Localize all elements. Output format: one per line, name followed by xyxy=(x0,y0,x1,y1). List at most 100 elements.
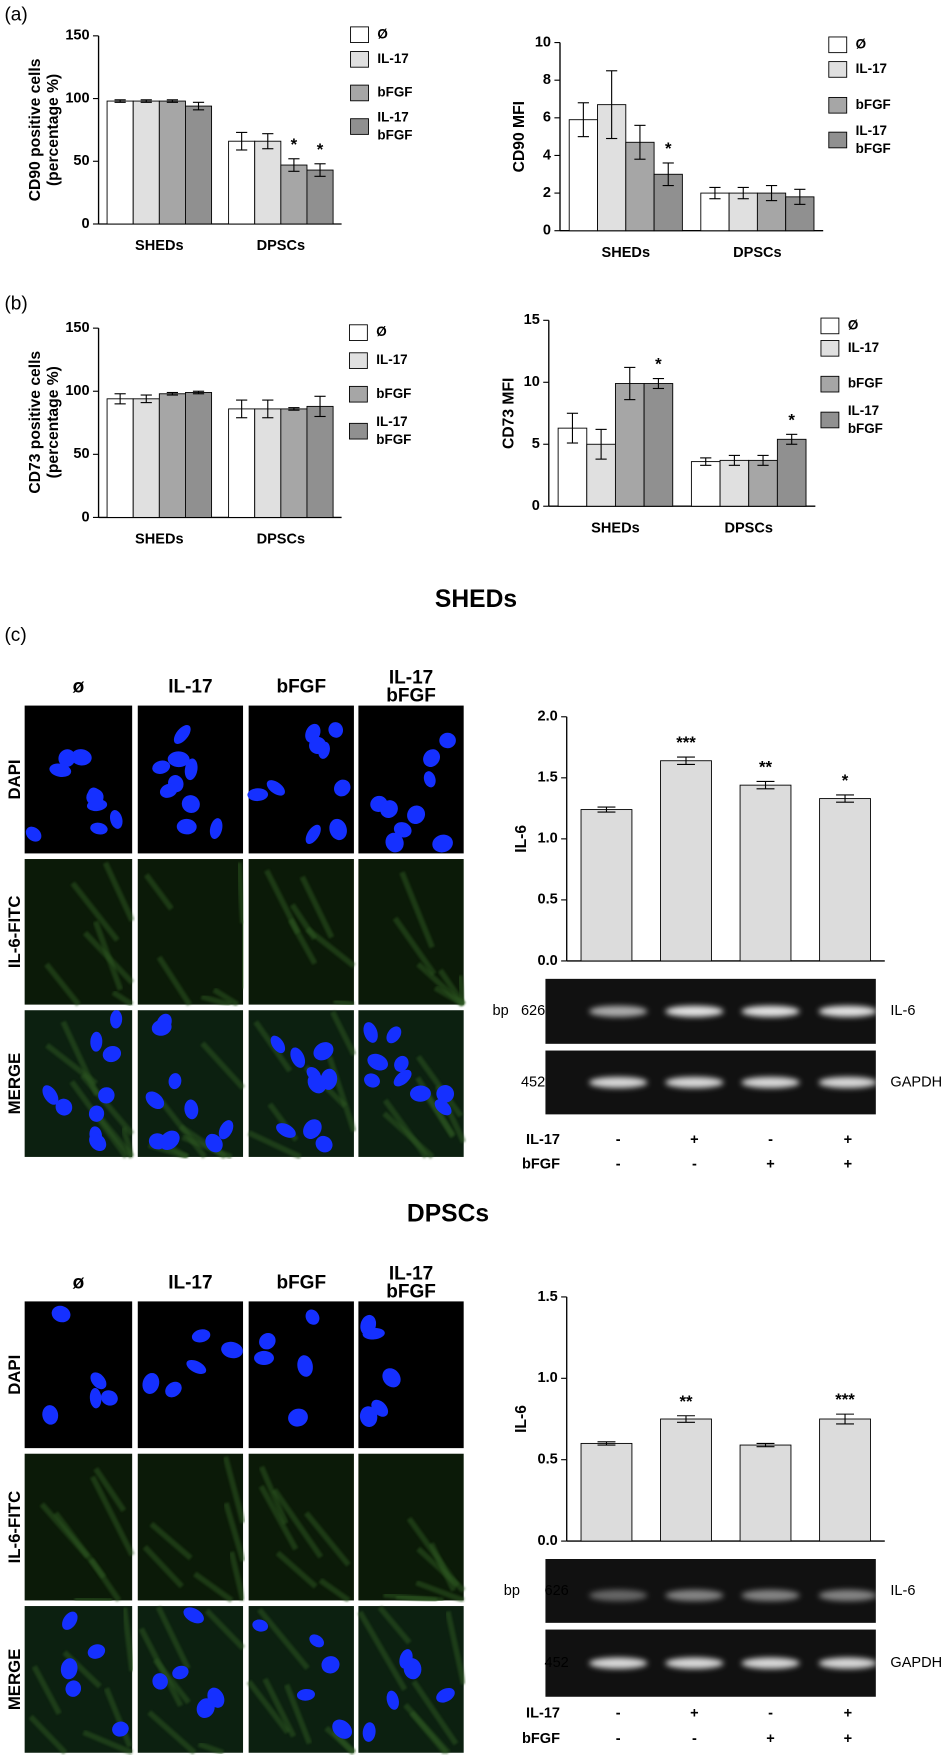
fiber xyxy=(181,1134,233,1160)
gel-band xyxy=(818,1005,877,1017)
nucleus xyxy=(363,1022,378,1043)
fiber xyxy=(103,1687,133,1748)
legend-swatch xyxy=(820,340,840,357)
nucleus xyxy=(315,1135,333,1153)
nucleus xyxy=(288,1408,308,1427)
bar xyxy=(254,408,282,518)
band-size: 626 xyxy=(544,1583,568,1599)
nucleus xyxy=(439,732,456,749)
legend-swatch xyxy=(828,61,848,78)
nucleus xyxy=(393,822,412,838)
nucleus xyxy=(386,1026,402,1044)
bar xyxy=(719,459,750,507)
condition-sign: + xyxy=(766,1731,775,1747)
micrograph xyxy=(358,1301,464,1449)
fiber xyxy=(155,1605,191,1670)
gel-band xyxy=(589,1005,648,1017)
fiber xyxy=(415,1054,464,1118)
nucleus xyxy=(209,818,223,839)
gel-band xyxy=(665,1589,724,1602)
fiber xyxy=(82,1729,134,1755)
fiber xyxy=(403,1703,451,1755)
condition-label: bFGF xyxy=(522,1731,560,1747)
legend-swatch xyxy=(820,375,840,393)
significance: * xyxy=(655,355,662,374)
legend-label: bFGF xyxy=(848,376,883,391)
bar xyxy=(158,100,186,225)
fiber xyxy=(262,1677,297,1738)
legend-label: Ø xyxy=(376,324,386,339)
y-axis-label: CD90 MFI xyxy=(511,101,528,172)
nucleus xyxy=(436,1687,455,1703)
fiber xyxy=(93,1467,127,1513)
nucleus xyxy=(87,787,104,809)
fiber xyxy=(433,985,466,1008)
fiber xyxy=(200,994,232,1008)
row-label: IL-6-FITC xyxy=(5,1491,24,1564)
y-tick-label: 5 xyxy=(532,436,540,452)
y-tick-label: 0.5 xyxy=(538,892,558,908)
bar xyxy=(748,459,778,507)
condition-sign: + xyxy=(690,1705,699,1721)
bar xyxy=(280,164,308,225)
x-tick-label: SHEDs xyxy=(602,245,651,261)
nucleus xyxy=(303,1119,322,1139)
fiber xyxy=(415,1580,465,1604)
nucleus xyxy=(58,749,76,767)
nucleus xyxy=(159,1130,180,1151)
fiber xyxy=(275,1550,318,1589)
legend-swatch xyxy=(348,324,368,341)
fiber xyxy=(28,1714,68,1755)
nucleus xyxy=(360,1314,377,1336)
significance: *** xyxy=(835,1390,855,1409)
gene-label: IL-6 xyxy=(890,1003,915,1019)
nucleus xyxy=(313,1042,334,1061)
nucleus xyxy=(254,1350,274,1366)
gene-label: IL-6 xyxy=(890,1583,915,1599)
y-tick-label: 150 xyxy=(65,28,89,44)
nucleus xyxy=(320,1068,338,1090)
fiber xyxy=(98,1116,135,1159)
condition-sign: - xyxy=(616,1731,621,1747)
bp-label: bp xyxy=(493,1003,509,1019)
legend-label: bFGF xyxy=(377,85,412,100)
nucleus xyxy=(168,1073,182,1090)
nucleus xyxy=(88,1105,105,1122)
condition-sign: + xyxy=(844,1157,853,1173)
nucleus xyxy=(186,1359,207,1374)
band-size: 626 xyxy=(521,1003,545,1019)
micrograph xyxy=(248,1301,354,1449)
legend-label: IL-17 xyxy=(376,352,407,367)
section-heading: SHEDs xyxy=(435,586,517,613)
fiber xyxy=(92,920,124,991)
bar xyxy=(614,383,645,507)
nucleus xyxy=(367,1053,388,1071)
nucleus xyxy=(205,1133,223,1153)
row-label: DAPI xyxy=(5,1355,24,1395)
nucleus xyxy=(386,1690,399,1710)
fiber xyxy=(330,1010,357,1056)
fiber xyxy=(156,955,192,1007)
bar xyxy=(580,1442,633,1542)
nucleus xyxy=(89,1387,102,1409)
bar xyxy=(728,192,758,232)
condition-sign: + xyxy=(844,1705,853,1721)
nucleus xyxy=(90,822,108,835)
y-tick-label: 8 xyxy=(543,72,551,88)
condition-sign: + xyxy=(844,1132,853,1148)
bar xyxy=(106,398,134,518)
legend-swatch xyxy=(348,385,368,403)
nucleus xyxy=(49,763,72,777)
bar xyxy=(254,140,282,225)
nucleus xyxy=(290,1047,306,1068)
legend-swatch xyxy=(350,84,369,102)
nucleus xyxy=(98,1087,115,1104)
y-tick-label: 0 xyxy=(543,223,551,239)
nucleus xyxy=(191,1329,211,1343)
bar xyxy=(185,392,213,518)
fiber xyxy=(392,916,437,976)
y-tick-label: 150 xyxy=(65,320,89,336)
fiber xyxy=(428,1542,457,1592)
nucleus xyxy=(436,1085,455,1103)
